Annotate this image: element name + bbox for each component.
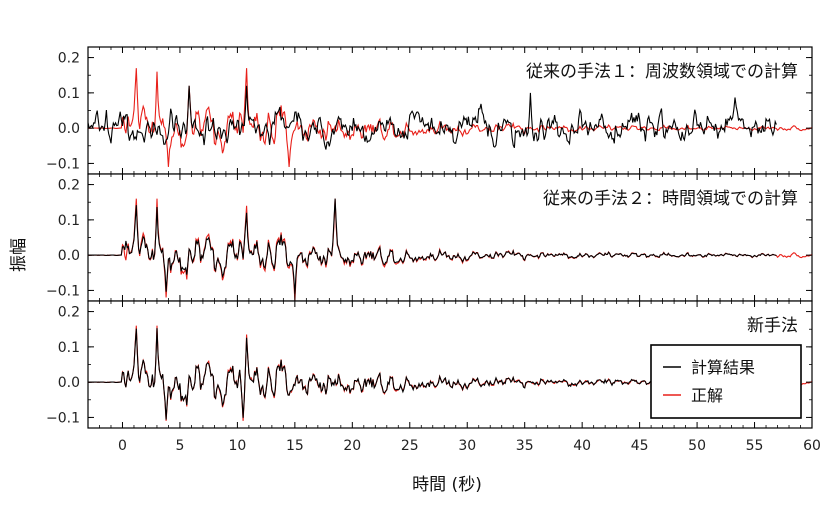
legend-label: 正解	[691, 386, 723, 405]
panel-1: 従来の手法１：周波数領域での計算 −0.1 0.0 0.1 0.2	[46, 46, 813, 175]
y-tick-label: 0.1	[58, 86, 80, 102]
panel-frame	[87, 46, 813, 175]
x-tick-label: 60	[803, 438, 821, 454]
x-tick-label: 35	[516, 438, 534, 454]
x-tick-label: 10	[228, 438, 246, 454]
y-tick-label: −0.1	[46, 283, 80, 299]
y-tick-label: −0.1	[46, 156, 80, 172]
panel-title: 新手法	[747, 316, 798, 336]
y-tick-label: 0.2	[58, 51, 80, 67]
x-tick-label: 20	[343, 438, 361, 454]
x-tick-label: 30	[458, 438, 476, 454]
x-tick-label: 45	[631, 438, 649, 454]
x-tick-label: 40	[573, 438, 591, 454]
y-tick-label: 0.1	[58, 213, 80, 229]
y-tick-label: 0.1	[58, 340, 80, 356]
series-line-正解	[88, 68, 812, 167]
x-axis: 0 5 10 15 20 25 30 35 40 45 50 55 60	[118, 438, 821, 454]
x-tick-label: 55	[746, 438, 764, 454]
y-tick-label: −0.1	[46, 410, 80, 426]
x-tick-label: 5	[175, 438, 184, 454]
series-line-計算結果	[88, 85, 777, 150]
y-tick-label: 0.0	[58, 248, 80, 264]
y-tick-label: 0.0	[58, 375, 80, 391]
series-line-計算結果	[88, 198, 777, 295]
x-axis-label: 時間 (秒)	[412, 475, 482, 495]
panel-2: 従来の手法２：時間領域での計算 −0.1 0.0 0.1 0.2	[46, 173, 813, 302]
x-tick-label: 50	[688, 438, 706, 454]
y-tick-label: 0.0	[58, 121, 80, 137]
legend-box	[650, 344, 802, 419]
legend-label: 計算結果	[691, 358, 755, 377]
x-tick-label: 25	[401, 438, 419, 454]
y-tick-label: 0.2	[58, 305, 80, 321]
panels-group: 従来の手法１：周波数領域での計算−0.10.00.10.2従来の手法２：時間領域…	[46, 46, 813, 429]
y-tick-label: 0.2	[58, 178, 80, 194]
x-tick-label: 0	[118, 438, 127, 454]
x-tick-label: 15	[286, 438, 304, 454]
y-axis-label: 振幅	[9, 238, 29, 272]
panel-title: 従来の手法１：周波数領域での計算	[526, 62, 798, 82]
panel-title: 従来の手法２：時間領域での計算	[543, 189, 798, 209]
